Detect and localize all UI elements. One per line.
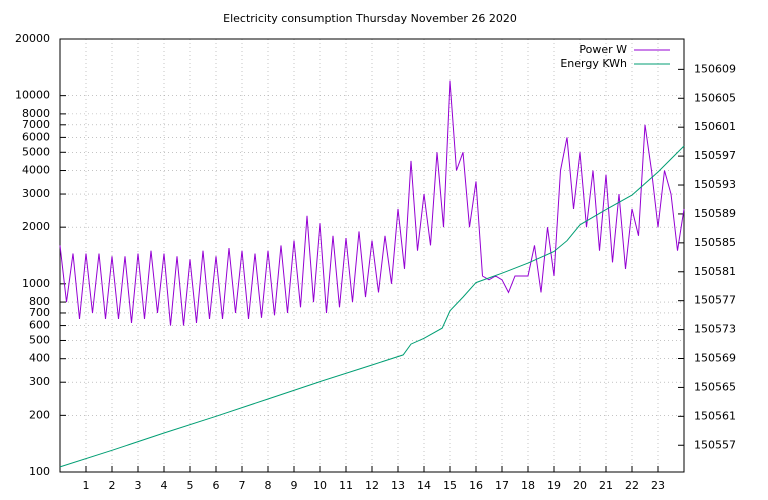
x-tick-label: 3 <box>135 479 142 492</box>
x-tick-label: 10 <box>313 479 327 492</box>
y2-tick-label: 150573 <box>694 323 736 336</box>
y-tick-label: 800 <box>29 295 50 308</box>
y-tick-label: 300 <box>29 375 50 388</box>
legend-label: Power W <box>579 43 627 56</box>
x-tick-label: 2 <box>109 479 116 492</box>
x-tick-label: 18 <box>521 479 535 492</box>
y-tick-label: 4000 <box>22 164 50 177</box>
y-tick-label: 10000 <box>15 89 50 102</box>
y-tick-label: 100 <box>29 465 50 478</box>
y-tick-label: 6000 <box>22 130 50 143</box>
y-tick-label: 1000 <box>22 277 50 290</box>
y-tick-label: 5000 <box>22 145 50 158</box>
x-tick-label: 22 <box>625 479 639 492</box>
y2-tick-label: 150601 <box>694 120 736 133</box>
y2-tick-label: 150593 <box>694 178 736 191</box>
x-tick-label: 16 <box>469 479 483 492</box>
x-tick-label: 1 <box>83 479 90 492</box>
x-tick-label: 7 <box>239 479 246 492</box>
x-tick-label: 11 <box>339 479 353 492</box>
y2-tick-label: 150557 <box>694 438 736 451</box>
y2-tick-label: 150597 <box>694 149 736 162</box>
x-tick-label: 17 <box>495 479 509 492</box>
x-tick-label: 9 <box>291 479 298 492</box>
y-tick-label: 8000 <box>22 107 50 120</box>
y-tick-label: 500 <box>29 333 50 346</box>
x-tick-label: 21 <box>599 479 613 492</box>
series-line <box>59 145 685 468</box>
y2-tick-label: 150609 <box>694 62 736 75</box>
x-tick-label: 12 <box>365 479 379 492</box>
x-tick-label: 8 <box>265 479 272 492</box>
y2-tick-label: 150577 <box>694 294 736 307</box>
series-line <box>59 80 685 326</box>
y2-tick-label: 150585 <box>694 236 736 249</box>
y2-tick-label: 150565 <box>694 380 736 393</box>
y2-tick-label: 150569 <box>694 352 736 365</box>
x-tick-label: 13 <box>391 479 405 492</box>
y2-tick-label: 150561 <box>694 409 736 422</box>
x-tick-label: 4 <box>161 479 168 492</box>
y-tick-label: 600 <box>29 319 50 332</box>
y-tick-label: 7000 <box>22 118 50 131</box>
x-tick-label: 15 <box>443 479 457 492</box>
legend-label: Energy KWh <box>560 57 627 70</box>
y2-tick-label: 150589 <box>694 207 736 220</box>
y2-tick-label: 150581 <box>694 265 736 278</box>
y-tick-label: 400 <box>29 352 50 365</box>
y-tick-label: 3000 <box>22 187 50 200</box>
y-tick-label: 2000 <box>22 220 50 233</box>
chart-title: Electricity consumption Thursday Novembe… <box>223 12 517 25</box>
x-tick-label: 20 <box>573 479 587 492</box>
x-tick-label: 6 <box>213 479 220 492</box>
x-tick-label: 5 <box>187 479 194 492</box>
y-tick-label: 20000 <box>15 32 50 45</box>
y2-tick-label: 150605 <box>694 91 736 104</box>
plot-frame <box>59 38 685 473</box>
y-tick-label: 700 <box>29 306 50 319</box>
x-tick-label: 23 <box>651 479 665 492</box>
x-tick-label: 14 <box>417 479 431 492</box>
x-tick-label: 19 <box>547 479 561 492</box>
y-tick-label: 200 <box>29 408 50 421</box>
